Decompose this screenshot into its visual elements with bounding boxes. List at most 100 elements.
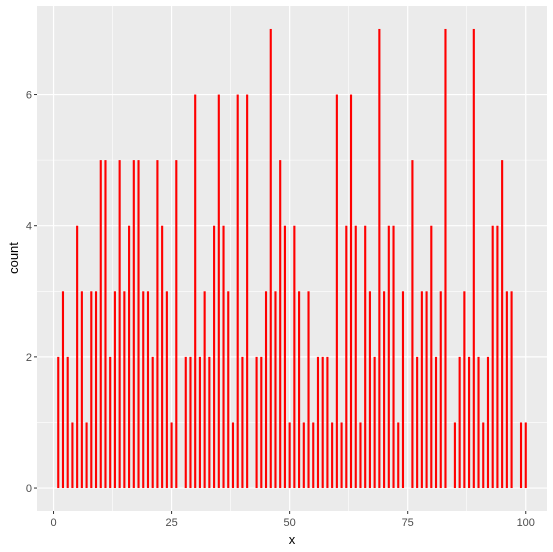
- bar: [66, 356, 69, 489]
- bar: [217, 94, 220, 489]
- bar: [241, 356, 244, 489]
- minor-gridlines: [37, 6, 547, 511]
- bar: [80, 291, 83, 489]
- y-tick-label: 2: [26, 352, 32, 364]
- y-axis: 0 2 4 6: [26, 90, 37, 495]
- bar: [264, 291, 268, 489]
- bar: [416, 356, 419, 489]
- bar: [94, 291, 98, 489]
- bar: [213, 225, 216, 489]
- x-axis: 0 25 50 75 100: [50, 511, 535, 529]
- x-tick-label: 50: [284, 517, 296, 529]
- bar: [307, 291, 310, 489]
- bar: [146, 291, 150, 489]
- bar: [128, 225, 131, 489]
- bar: [57, 356, 60, 489]
- bar: [184, 356, 187, 489]
- bar: [298, 291, 301, 489]
- bar: [260, 356, 263, 489]
- bar: [468, 356, 471, 489]
- bar: [132, 160, 135, 489]
- bar: [335, 94, 338, 489]
- bar: [236, 94, 239, 489]
- bar: [246, 94, 249, 489]
- bar: [453, 422, 456, 489]
- bar: [170, 422, 173, 489]
- bar: [175, 160, 178, 489]
- bar: [368, 291, 371, 489]
- bar: [345, 225, 348, 489]
- plot-panel: [37, 6, 547, 511]
- bar: [137, 160, 140, 489]
- bar: [501, 160, 504, 489]
- bar: [340, 422, 343, 489]
- y-axis-title: count: [6, 242, 21, 274]
- bar: [326, 356, 329, 489]
- bar: [420, 291, 423, 489]
- bar: [354, 225, 357, 489]
- bar: [283, 225, 286, 489]
- bar: [208, 356, 211, 489]
- bar: [118, 160, 121, 489]
- bar: [373, 356, 376, 489]
- x-tick-label: 0: [50, 517, 56, 529]
- bar: [269, 28, 272, 489]
- bar: [227, 291, 230, 489]
- bar: [482, 422, 485, 489]
- bar: [477, 356, 480, 489]
- bar: [161, 225, 164, 489]
- bar: [113, 291, 116, 489]
- bar: [165, 291, 168, 489]
- bar: [156, 160, 159, 489]
- bar: [274, 291, 277, 489]
- bar: [302, 422, 305, 489]
- bar: [378, 28, 381, 489]
- bar: [312, 422, 315, 489]
- bar: [434, 356, 438, 489]
- bar: [85, 422, 88, 489]
- bar: [349, 94, 353, 489]
- bar: [444, 28, 447, 489]
- bar: [189, 356, 192, 489]
- bar: [411, 160, 414, 489]
- bar: [222, 225, 225, 489]
- bar: [61, 291, 65, 489]
- bar: [109, 356, 112, 489]
- bar: [203, 291, 206, 489]
- bar: [279, 160, 282, 489]
- x-tick-label: 75: [402, 517, 414, 529]
- bar: [331, 422, 334, 489]
- bar: [123, 291, 126, 489]
- y-tick-label: 4: [26, 221, 32, 233]
- bar: [519, 422, 523, 489]
- bar: [293, 225, 296, 489]
- bar: [142, 291, 145, 489]
- bar: [397, 422, 400, 489]
- bar: [496, 225, 499, 489]
- bar: [198, 356, 201, 489]
- bar: [505, 291, 508, 489]
- bar: [387, 225, 390, 489]
- bar: [359, 422, 362, 489]
- bars: [57, 28, 527, 489]
- bar: [439, 291, 442, 489]
- bar: [458, 356, 461, 489]
- bar: [99, 160, 102, 489]
- bar: [463, 291, 466, 489]
- x-tick-label: 100: [517, 517, 535, 529]
- bar: [231, 422, 235, 489]
- bar: [71, 422, 74, 489]
- bar: [288, 422, 291, 489]
- bar: [76, 225, 79, 489]
- bar: [392, 225, 395, 489]
- y-tick-label: 6: [26, 90, 32, 102]
- bar: [486, 356, 490, 489]
- bar: [321, 356, 324, 489]
- bar: [194, 94, 197, 489]
- x-axis-title: x: [289, 532, 296, 547]
- bar: [364, 225, 367, 489]
- bar: [401, 291, 405, 489]
- bar: [425, 291, 428, 489]
- bar: [383, 291, 386, 489]
